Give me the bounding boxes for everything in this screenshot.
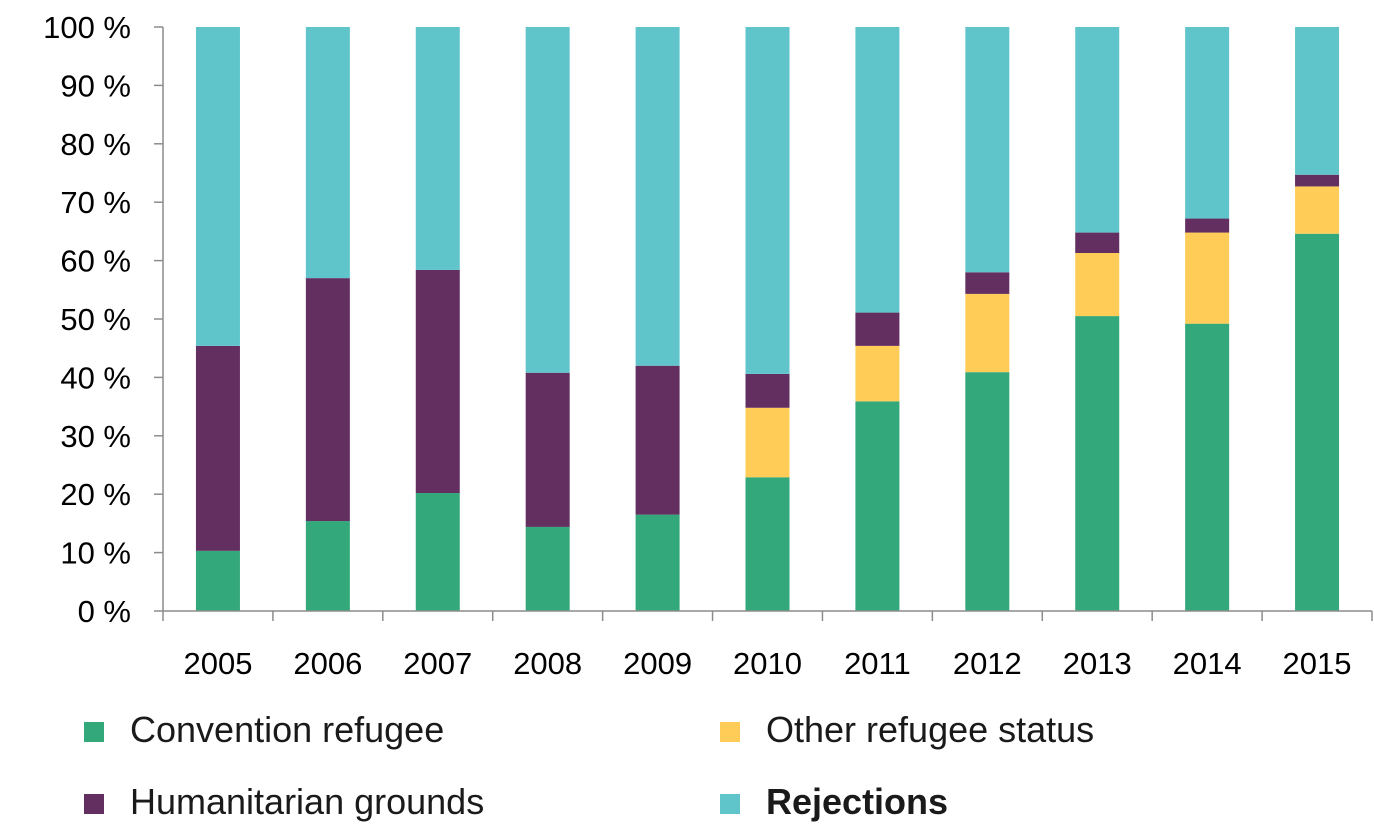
bar-2014-rejections <box>1185 27 1230 219</box>
bar-2014-other-refugee-status <box>1185 232 1230 324</box>
legend-item-convention-refugee: Convention refugee <box>84 709 444 750</box>
y-tick-label: 60 % <box>60 244 131 279</box>
legend-label-other-refugee-status: Other refugee status <box>766 709 1094 750</box>
bar-2006-humanitarian-grounds <box>305 278 350 522</box>
bar-2008-rejections <box>525 27 570 373</box>
bar-2015-humanitarian-grounds <box>1295 174 1340 187</box>
y-tick-label: 10 % <box>60 536 131 571</box>
bar-2010-rejections <box>745 27 790 374</box>
x-tick-label-2005: 2005 <box>183 646 252 681</box>
y-tick-label: 50 % <box>60 302 131 337</box>
bar-2013-humanitarian-grounds <box>1075 232 1120 254</box>
x-tick-label-2011: 2011 <box>844 646 911 681</box>
bar-2012-rejections <box>965 27 1010 273</box>
bar-2012-convention-refugee <box>965 372 1010 611</box>
bar-2015-rejections <box>1295 27 1340 175</box>
x-tick-label-2015: 2015 <box>1283 646 1352 681</box>
bar-2008-convention-refugee <box>525 526 570 611</box>
x-tick-label-2010: 2010 <box>733 646 802 681</box>
legend-label-humanitarian-grounds: Humanitarian grounds <box>130 781 484 822</box>
bar-2011-humanitarian-grounds <box>855 312 900 346</box>
x-tick-label-2014: 2014 <box>1173 646 1242 681</box>
bar-2014-humanitarian-grounds <box>1185 218 1230 233</box>
y-tick-label: 70 % <box>60 185 131 220</box>
bar-2005-convention-refugee <box>195 550 240 611</box>
bar-2008-humanitarian-grounds <box>525 372 570 527</box>
y-tick-label: 20 % <box>60 477 131 512</box>
bar-2010-convention-refugee <box>745 477 790 611</box>
bar-2015-other-refugee-status <box>1295 186 1340 234</box>
bar-2006-convention-refugee <box>305 521 350 611</box>
legend-swatch-humanitarian-grounds <box>84 794 104 814</box>
legend-item-other-refugee-status: Other refugee status <box>720 709 1094 750</box>
y-tick-label: 30 % <box>60 419 131 454</box>
bar-2014-convention-refugee <box>1185 323 1230 611</box>
bar-2010-other-refugee-status <box>745 407 790 478</box>
y-tick-label: 90 % <box>60 68 131 103</box>
bar-2009-rejections <box>635 27 680 366</box>
legend-label-convention-refugee: Convention refugee <box>130 709 444 750</box>
x-tick-label-2012: 2012 <box>953 646 1022 681</box>
legend-swatch-rejections <box>720 794 740 814</box>
axes-group: 0 % 10 % 20 % 30 % 40 % 50 % 60 % 70 % 80 % 90 % 1… <box>43 10 1373 681</box>
bar-2011-rejections <box>855 27 900 313</box>
bar-2013-convention-refugee <box>1075 316 1120 611</box>
x-tick-label-2008: 2008 <box>513 646 582 681</box>
bar-2013-other-refugee-status <box>1075 253 1120 317</box>
bar-2013-rejections <box>1075 27 1120 233</box>
y-tick-label: 0 % <box>78 594 131 629</box>
x-tick-label-2009: 2009 <box>623 646 692 681</box>
legend-item-rejections: Rejections <box>720 781 948 822</box>
bar-2012-humanitarian-grounds <box>965 272 1010 294</box>
y-tick-label: 40 % <box>60 360 131 395</box>
legend-item-humanitarian-grounds: Humanitarian grounds <box>84 781 484 822</box>
bar-2011-other-refugee-status <box>855 345 900 402</box>
x-tick-label-2007: 2007 <box>403 646 472 681</box>
bar-2011-convention-refugee <box>855 401 900 611</box>
bar-2015-convention-refugee <box>1295 233 1340 612</box>
bar-2007-humanitarian-grounds <box>415 269 460 494</box>
legend: Convention refugee Other refugee status Hu… <box>84 709 1094 822</box>
bar-2006-rejections <box>305 27 350 279</box>
bar-2007-convention-refugee <box>415 493 460 611</box>
legend-label-rejections: Rejections <box>766 781 948 822</box>
bar-2005-rejections <box>195 27 240 346</box>
bar-2012-other-refugee-status <box>965 293 1010 373</box>
bar-2009-convention-refugee <box>635 514 680 611</box>
bar-2007-rejections <box>415 27 460 270</box>
bar-2005-humanitarian-grounds <box>195 345 240 551</box>
x-tick-label-2006: 2006 <box>293 646 362 681</box>
y-tick-label: 80 % <box>60 127 131 162</box>
bars-group <box>195 27 1340 612</box>
y-tick-label: 100 % <box>43 10 131 45</box>
bar-2010-humanitarian-grounds <box>745 373 790 408</box>
bar-2009-humanitarian-grounds <box>635 365 680 515</box>
x-tick-label-2013: 2013 <box>1063 646 1132 681</box>
legend-swatch-other-refugee-status <box>720 722 740 742</box>
legend-swatch-convention-refugee <box>84 722 104 742</box>
